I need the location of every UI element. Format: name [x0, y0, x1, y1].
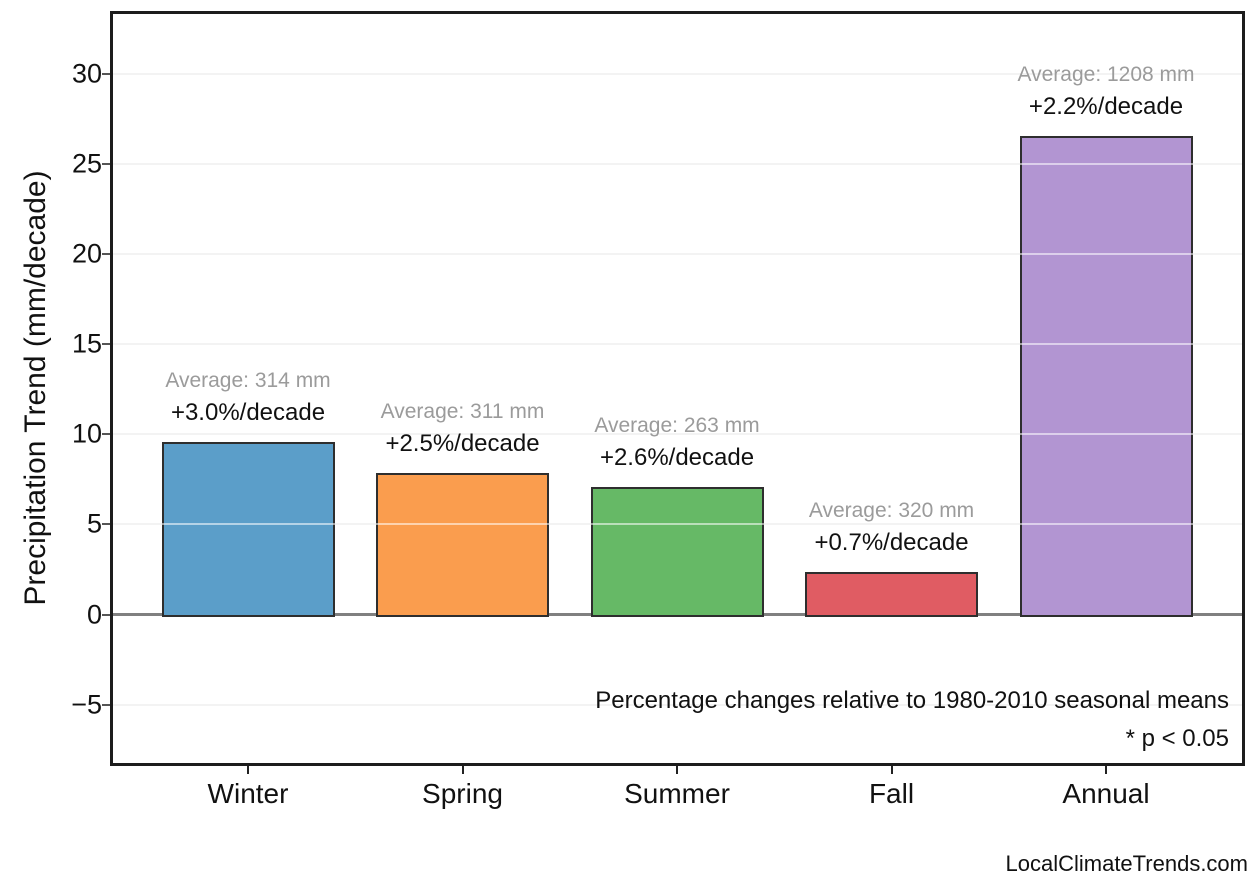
bar-annotation-summer: Average: 263 mm +2.6%/decade: [594, 410, 759, 473]
y-tick-label: 10: [71, 418, 102, 449]
bar-annotation-spring: Average: 311 mm +2.5%/decade: [381, 396, 545, 459]
y-tick: [102, 703, 112, 706]
y-tick-label: −5: [71, 689, 102, 720]
x-tick: [890, 764, 893, 774]
x-tick-label-summer: Summer: [624, 778, 730, 809]
y-tick: [102, 73, 112, 76]
bar-average-label: Average: 1208 mm: [1017, 63, 1195, 87]
gridline-overlay: [112, 253, 1243, 256]
y-axis-label: Precipitation Trend (mm/decade): [19, 170, 52, 606]
y-tick: [102, 613, 112, 616]
gridline-overlay: [112, 163, 1243, 166]
y-tick-label: 0: [86, 599, 102, 630]
watermark: LocalClimateTrends.com: [1005, 851, 1249, 876]
y-tick-label: 25: [71, 148, 102, 179]
bar-trend-label: +2.2%/decade: [1028, 93, 1184, 121]
bar-annual: [1019, 136, 1193, 617]
x-tick: [461, 764, 464, 774]
bar-annotation-fall: Average: 320 mm +0.7%/decade: [809, 495, 974, 558]
bar-trend-label: +2.6%/decade: [599, 444, 755, 472]
y-tick-label: 15: [71, 328, 102, 359]
y-tick: [102, 433, 112, 436]
x-tick: [676, 764, 678, 774]
gridline-overlay: [112, 703, 1243, 706]
bar-average-label: Average: 314 mm: [165, 369, 331, 393]
y-tick-label: 20: [71, 238, 102, 269]
x-tick-label-fall: Fall: [868, 778, 915, 809]
bar-spring: [376, 473, 549, 617]
bar-winter: [161, 442, 335, 617]
significance-note: Percentage changes relative to 1980-2010…: [595, 682, 1229, 758]
bar-summer: [590, 487, 764, 617]
x-tick-label-spring: Spring: [422, 778, 503, 809]
x-tick-label-annual: Annual: [1062, 778, 1150, 809]
y-tick: [102, 343, 112, 346]
note-line-2: * p < 0.05: [1125, 725, 1229, 752]
bar-trend-label: +2.5%/decade: [385, 430, 540, 458]
x-tick: [1105, 764, 1107, 774]
bar-annotation-winter: Average: 314 mm +3.0%/decade: [165, 365, 330, 428]
y-tick: [102, 523, 112, 526]
gridline-overlay: [112, 73, 1243, 76]
plot-area: Percentage changes relative to 1980-2010…: [112, 13, 1243, 764]
y-tick: [102, 253, 112, 256]
bar-trend-label: +3.0%/decade: [170, 399, 326, 427]
y-tick-label: 30: [71, 58, 102, 89]
x-tick: [247, 764, 249, 774]
gridline-overlay: [112, 523, 1243, 526]
gridline-overlay: [112, 343, 1243, 346]
x-tick-label-winter: Winter: [207, 778, 289, 809]
bar-average-label: Average: 320 mm: [808, 499, 975, 523]
gridline-overlay: [112, 433, 1243, 436]
bar-trend-label: +0.7%/decade: [814, 529, 969, 557]
y-tick: [102, 163, 112, 166]
bar-annotation-annual: Average: 1208 mm +2.2%/decade: [1017, 59, 1194, 122]
note-line-1: Percentage changes relative to 1980-2010…: [595, 687, 1229, 714]
y-tick-label: 5: [86, 508, 102, 539]
bar-average-label: Average: 311 mm: [380, 400, 545, 424]
bar-fall: [805, 572, 978, 617]
bar-average-label: Average: 263 mm: [594, 414, 760, 438]
